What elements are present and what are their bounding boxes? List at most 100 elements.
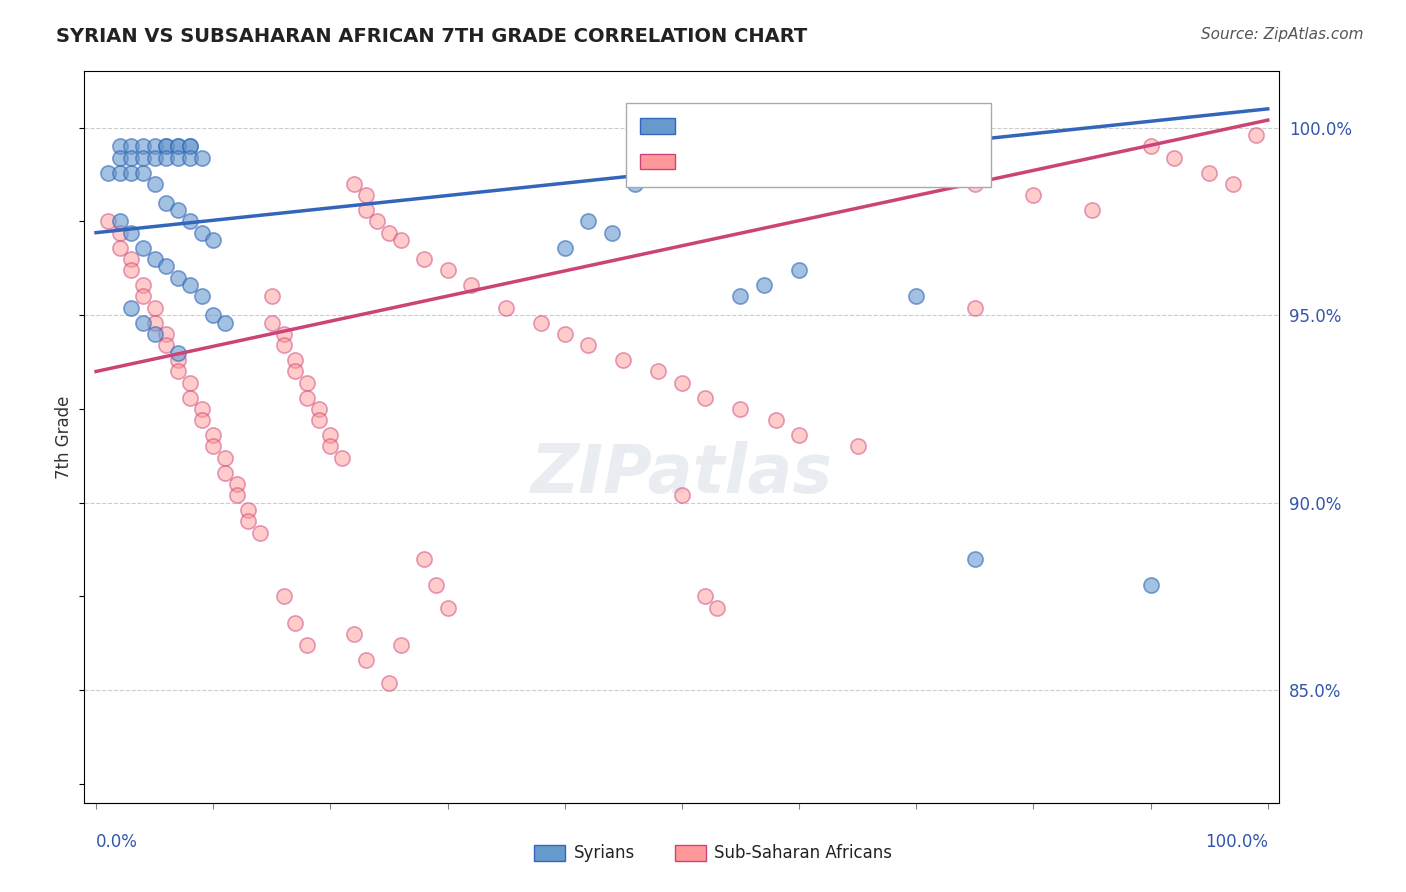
Point [120,139,142,153]
Point [167,151,190,165]
Text: R = 0.427   N = 84: R = 0.427 N = 84 [689,143,859,161]
Point [225,477,247,491]
Point [238,515,260,529]
Point [143,177,166,191]
Point [143,252,166,266]
Point [132,316,155,330]
Point [273,590,295,604]
Point [97,166,120,180]
Point [695,590,717,604]
Point [132,166,155,180]
Point [460,278,482,293]
Point [190,413,212,427]
Point [284,364,307,378]
Point [1139,139,1161,153]
Point [1139,578,1161,592]
Point [179,139,201,153]
Point [1081,203,1104,218]
Point [108,241,131,255]
Point [495,301,517,315]
Point [671,376,693,390]
Point [214,466,236,480]
Point [284,353,307,368]
Point [120,151,142,165]
Point [330,450,353,465]
Point [155,139,177,153]
Point [179,151,201,165]
Point [319,440,342,454]
Point [600,226,623,240]
Point [343,177,366,191]
Point [295,376,318,390]
Point [179,376,201,390]
Point [108,214,131,228]
Point [963,552,986,566]
Point [295,391,318,405]
Point [425,578,447,592]
Point [308,401,330,416]
Point [319,428,342,442]
Point [436,600,458,615]
Point [214,450,236,465]
Point [167,353,190,368]
Y-axis label: 7th Grade: 7th Grade [55,395,73,479]
Point [905,289,928,303]
Point [554,326,576,341]
Point [167,270,190,285]
Point [179,391,201,405]
Point [647,364,669,378]
Text: 100.0%: 100.0% [1205,833,1268,851]
Text: 0.0%: 0.0% [96,833,138,851]
Point [238,503,260,517]
Point [624,177,647,191]
Point [413,252,436,266]
Point [132,139,155,153]
Point [963,301,986,315]
Point [190,289,212,303]
Point [225,488,247,502]
Point [354,653,377,667]
Point [260,289,283,303]
Point [249,525,271,540]
Point [706,600,728,615]
Point [378,226,401,240]
Point [730,401,752,416]
Point [1244,128,1267,142]
Point [752,278,775,293]
Point [179,139,201,153]
Point [576,214,599,228]
Point [108,226,131,240]
Point [343,627,366,641]
Point [155,139,177,153]
Point [671,488,693,502]
Point [108,166,131,180]
Point [190,226,212,240]
Point [846,440,869,454]
Point [120,263,142,277]
Point [167,203,190,218]
Point [273,326,295,341]
Text: SYRIAN VS SUBSAHARAN AFRICAN 7TH GRADE CORRELATION CHART: SYRIAN VS SUBSAHARAN AFRICAN 7TH GRADE C… [56,27,807,45]
Point [120,252,142,266]
Point [905,166,928,180]
Text: ZIPatlas: ZIPatlas [531,441,832,507]
Point [202,428,225,442]
Text: Source: ZipAtlas.com: Source: ZipAtlas.com [1201,27,1364,42]
Point [378,675,401,690]
Point [143,301,166,315]
Text: R = 0.236   N = 52: R = 0.236 N = 52 [689,107,859,125]
Point [308,413,330,427]
Point [108,139,131,153]
Point [167,364,190,378]
Point [143,139,166,153]
Point [295,638,318,652]
Point [143,316,166,330]
Point [389,638,412,652]
Point [132,151,155,165]
Point [202,233,225,247]
Point [413,552,436,566]
Point [214,316,236,330]
Point [120,226,142,240]
Point [202,440,225,454]
Point [787,263,810,277]
